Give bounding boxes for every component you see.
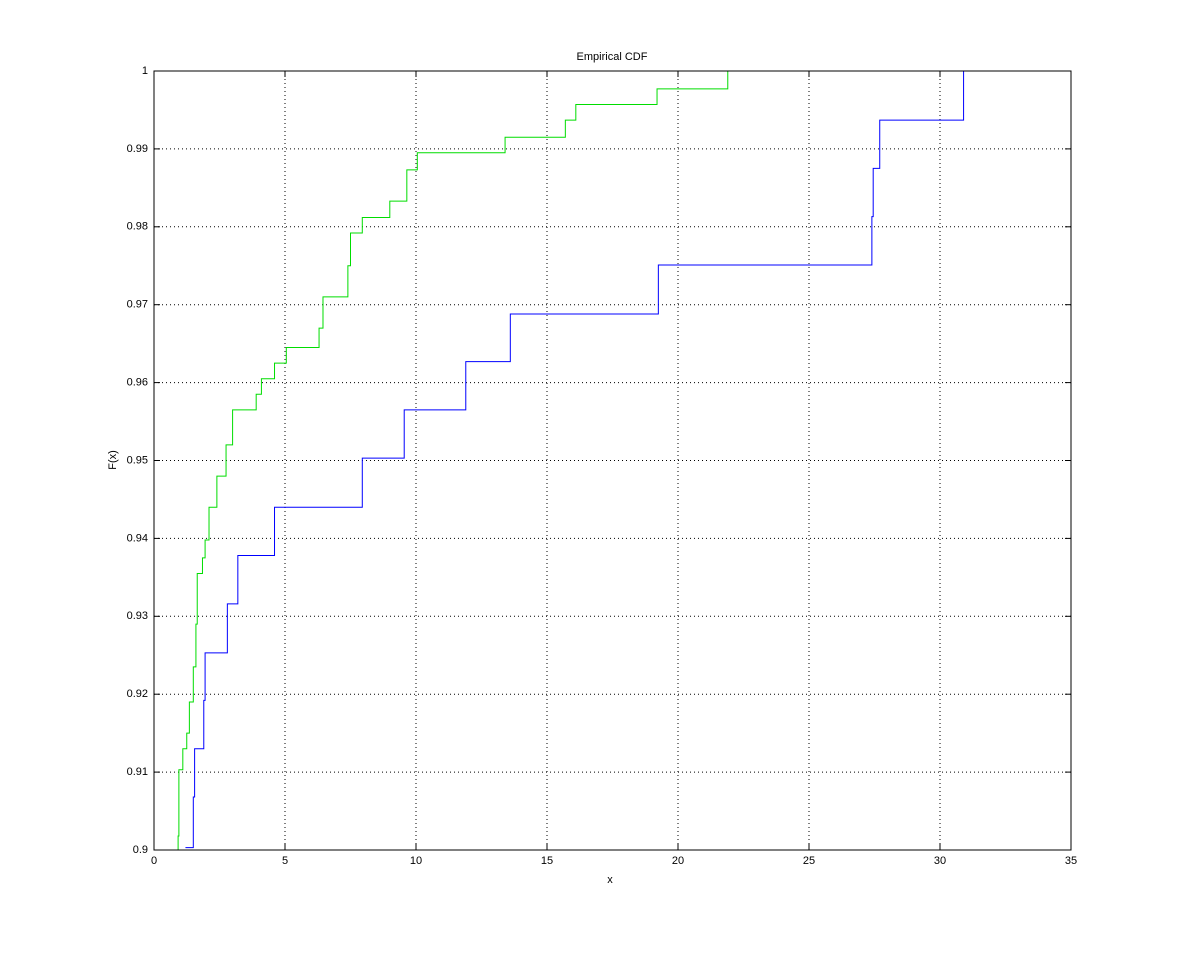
y-tick-label: 0.93	[127, 610, 148, 622]
cdf-line	[185, 71, 965, 849]
x-tick-label: 30	[934, 855, 946, 867]
chart-title: Empirical CDF	[577, 51, 648, 63]
y-tick-label: 1	[142, 65, 148, 77]
x-tick-label: 25	[803, 855, 815, 867]
plot-frame	[153, 70, 1072, 851]
y-tick-label: 0.92	[127, 688, 148, 700]
y-tick-label: 0.9	[133, 844, 148, 856]
y-tick-label: 0.94	[127, 532, 148, 544]
x-tick-label: 15	[541, 855, 553, 867]
x-tick-label: 20	[672, 855, 684, 867]
cdf-line	[177, 71, 729, 851]
x-tick-label: 0	[151, 855, 157, 867]
y-tick-label: 0.97	[127, 299, 148, 311]
y-tick-label: 0.96	[127, 377, 148, 389]
x-tick-label: 10	[410, 855, 422, 867]
x-tick-label: 35	[1065, 855, 1077, 867]
x-tick-label: 5	[282, 855, 288, 867]
y-tick-label: 0.91	[127, 766, 148, 778]
y-tick-label: 0.99	[127, 143, 148, 155]
y-tick-label: 0.98	[127, 221, 148, 233]
y-tick-label: 0.95	[127, 454, 148, 466]
x-axis-label: x	[607, 874, 613, 886]
y-axis-label: F(x)	[107, 450, 119, 470]
